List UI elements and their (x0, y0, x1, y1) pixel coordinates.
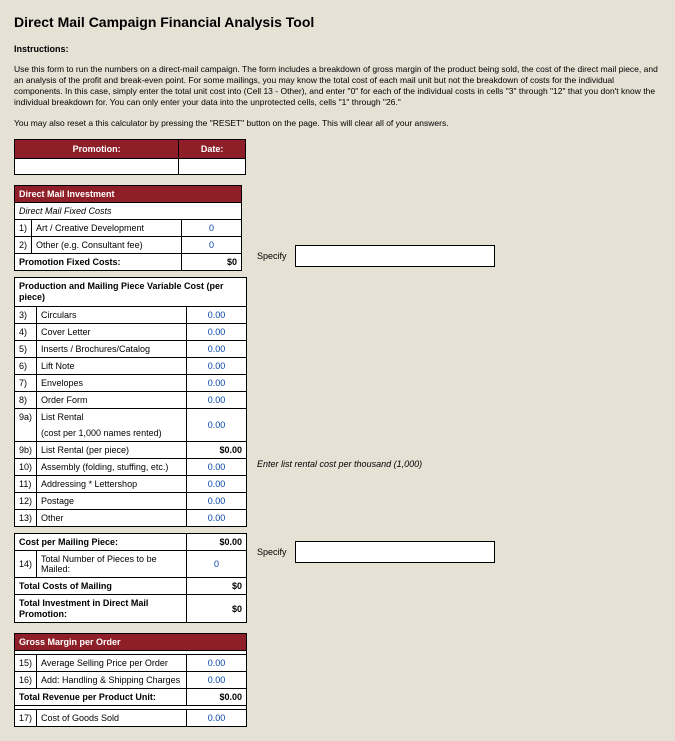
row-15-label: Average Selling Price per Order (37, 655, 187, 672)
instructions-body-1: Use this form to run the numbers on a di… (14, 64, 661, 108)
row-10-input[interactable]: 0.00 (187, 458, 247, 475)
row-11-input[interactable]: 0.00 (187, 475, 247, 492)
section-direct-mail-investment: Direct Mail Investment (15, 186, 242, 203)
promotion-fixed-costs-value: $0 (182, 254, 242, 271)
row-17-input[interactable]: 0.00 (187, 710, 247, 727)
row-14-input[interactable]: 0 (187, 550, 247, 577)
promo-date-header: Promotion: Date: (14, 139, 246, 175)
row-6-num: 6) (15, 357, 37, 374)
promotion-input[interactable] (15, 159, 179, 175)
cost-per-mailing-piece-value: $0.00 (187, 533, 247, 550)
row-3-num: 3) (15, 306, 37, 323)
row-11-num: 11) (15, 475, 37, 492)
date-header: Date: (179, 140, 246, 159)
row-5-num: 5) (15, 340, 37, 357)
row-2-label: Other (e.g. Consultant fee) (32, 237, 182, 254)
row-2-input[interactable]: 0 (182, 237, 242, 254)
total-costs-mailing-label: Total Costs of Mailing (15, 577, 187, 594)
promotion-header: Promotion: (15, 140, 179, 159)
total-investment-value: $0 (187, 594, 247, 623)
row-13-label: Other (37, 509, 187, 526)
total-revenue-per-unit-label: Total Revenue per Product Unit: (15, 689, 187, 706)
page-title: Direct Mail Campaign Financial Analysis … (14, 14, 661, 30)
row-7-label: Envelopes (37, 374, 187, 391)
row-16-input[interactable]: 0.00 (187, 672, 247, 689)
row-7-num: 7) (15, 374, 37, 391)
row-16-num: 16) (15, 672, 37, 689)
sub-fixed-costs: Direct Mail Fixed Costs (15, 203, 242, 220)
row-8-input[interactable]: 0.00 (187, 391, 247, 408)
row-1-input[interactable]: 0 (182, 220, 242, 237)
specify-input-1[interactable] (295, 245, 495, 267)
row-1-num: 1) (15, 220, 32, 237)
row-5-input[interactable]: 0.00 (187, 340, 247, 357)
instructions-body-2: You may also reset a this calculator by … (14, 118, 661, 129)
row-10-label: Assembly (folding, stuffing, etc.) (37, 458, 187, 475)
row-17-num: 17) (15, 710, 37, 727)
direct-mail-investment-table: Direct Mail Investment Direct Mail Fixed… (14, 185, 242, 271)
row-4-num: 4) (15, 323, 37, 340)
row-6-label: Lift Note (37, 357, 187, 374)
specify-block-1: Specify (257, 245, 495, 267)
row-9b-value: $0.00 (187, 441, 247, 458)
total-investment-label: Total Investment in Direct Mail Promotio… (15, 594, 187, 623)
specify-input-2[interactable] (295, 541, 495, 563)
row-2-num: 2) (15, 237, 32, 254)
row-9a-num: 9a) (15, 408, 37, 441)
row-9b-label: List Rental (per piece) (37, 441, 187, 458)
row-4-input[interactable]: 0.00 (187, 323, 247, 340)
row-7-input[interactable]: 0.00 (187, 374, 247, 391)
specify-block-2: Specify (257, 541, 495, 563)
row-12-label: Postage (37, 492, 187, 509)
row-12-input[interactable]: 0.00 (187, 492, 247, 509)
row-13-input[interactable]: 0.00 (187, 509, 247, 526)
mailing-totals-table: Cost per Mailing Piece: $0.00 14) Total … (14, 533, 247, 624)
row-9a-label: List Rental (37, 408, 187, 425)
row-14-label: Total Number of Pieces to be Mailed: (37, 550, 187, 577)
row-15-num: 15) (15, 655, 37, 672)
row-3-label: Circulars (37, 306, 187, 323)
note-list-rental: Enter list rental cost per thousand (1,0… (257, 459, 422, 469)
sub-variable-costs: Production and Mailing Piece Variable Co… (15, 278, 247, 307)
specify-label-1: Specify (257, 251, 287, 261)
row-8-num: 8) (15, 391, 37, 408)
row-8-label: Order Form (37, 391, 187, 408)
row-9a-label-2: (cost per 1,000 names rented) (37, 425, 187, 442)
row-11-label: Addressing * Lettershop (37, 475, 187, 492)
section-gross-margin: Gross Margin per Order (15, 634, 247, 651)
row-14-num: 14) (15, 550, 37, 577)
row-9a-input[interactable]: 0.00 (187, 408, 247, 441)
row-9b-num: 9b) (15, 441, 37, 458)
row-16-label: Add: Handling & Shipping Charges (37, 672, 187, 689)
row-12-num: 12) (15, 492, 37, 509)
row-10-num: 10) (15, 458, 37, 475)
variable-costs-table: Production and Mailing Piece Variable Co… (14, 277, 247, 527)
row-15-input[interactable]: 0.00 (187, 655, 247, 672)
row-6-input[interactable]: 0.00 (187, 357, 247, 374)
row-4-label: Cover Letter (37, 323, 187, 340)
specify-label-2: Specify (257, 547, 287, 557)
total-revenue-per-unit-value: $0.00 (187, 689, 247, 706)
promotion-fixed-costs-label: Promotion Fixed Costs: (15, 254, 182, 271)
row-1-label: Art / Creative Development (32, 220, 182, 237)
total-costs-mailing-value: $0 (187, 577, 247, 594)
row-17-label: Cost of Goods Sold (37, 710, 187, 727)
row-5-label: Inserts / Brochures/Catalog (37, 340, 187, 357)
row-3-input[interactable]: 0.00 (187, 306, 247, 323)
row-13-num: 13) (15, 509, 37, 526)
instructions-label: Instructions: (14, 44, 661, 54)
cost-per-mailing-piece-label: Cost per Mailing Piece: (15, 533, 187, 550)
date-input[interactable] (179, 159, 246, 175)
gross-margin-table: Gross Margin per Order 15) Average Selli… (14, 633, 247, 727)
